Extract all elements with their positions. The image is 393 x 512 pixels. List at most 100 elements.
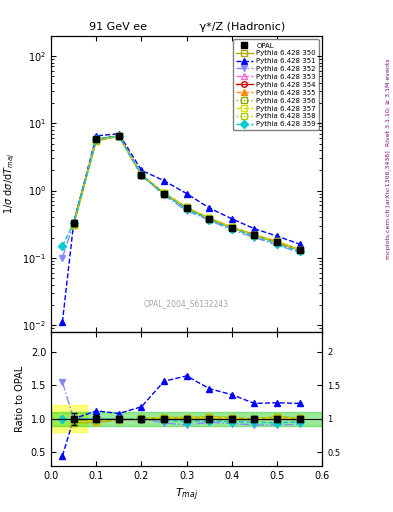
Pythia 6.428 355 [207, 216, 211, 222]
Pythia 6.428 359 [162, 191, 167, 197]
Pythia 6.428 356 [184, 205, 189, 211]
Pythia 6.428 355 [230, 225, 234, 231]
Pythia 6.428 356 [275, 239, 279, 245]
Pythia 6.428 356 [298, 247, 302, 253]
Pythia 6.428 358 [275, 239, 279, 245]
Line: Pythia 6.428 350: Pythia 6.428 350 [71, 134, 303, 252]
Y-axis label: 1/$\sigma$ d$\sigma$/d$T_{maj}$: 1/$\sigma$ d$\sigma$/d$T_{maj}$ [2, 153, 17, 215]
Pythia 6.428 352 [72, 220, 76, 226]
Line: Pythia 6.428 354: Pythia 6.428 354 [71, 133, 303, 253]
Pythia 6.428 351 [94, 133, 99, 139]
Bar [51, 406, 87, 432]
Pythia 6.428 356 [207, 216, 211, 222]
Pythia 6.428 359 [72, 220, 76, 226]
Pythia 6.428 351 [162, 178, 167, 184]
Pythia 6.428 357 [298, 247, 302, 253]
Pythia 6.428 352 [252, 234, 257, 241]
Pythia 6.428 350 [162, 190, 167, 196]
Pythia 6.428 351 [72, 220, 76, 226]
Pythia 6.428 350 [207, 215, 211, 221]
Pythia 6.428 353 [207, 216, 211, 222]
Pythia 6.428 359 [298, 248, 302, 254]
Pythia 6.428 351 [275, 233, 279, 239]
Pythia 6.428 355 [252, 231, 257, 238]
Pythia 6.428 354 [252, 231, 257, 238]
Line: Pythia 6.428 356: Pythia 6.428 356 [71, 133, 303, 253]
Pythia 6.428 359 [60, 243, 65, 249]
Y-axis label: Ratio to OPAL: Ratio to OPAL [15, 366, 25, 432]
Pythia 6.428 351 [139, 167, 144, 174]
Pythia 6.428 356 [94, 136, 99, 142]
Pythia 6.428 352 [139, 172, 144, 178]
Pythia 6.428 354 [116, 133, 121, 139]
Pythia 6.428 353 [72, 220, 76, 226]
Pythia 6.428 355 [162, 190, 167, 197]
Pythia 6.428 352 [275, 242, 279, 248]
Line: Pythia 6.428 359: Pythia 6.428 359 [60, 133, 303, 254]
Pythia 6.428 350 [72, 222, 76, 228]
Legend: OPAL, Pythia 6.428 350, Pythia 6.428 351, Pythia 6.428 352, Pythia 6.428 353, Py: OPAL, Pythia 6.428 350, Pythia 6.428 351… [233, 39, 319, 130]
Pythia 6.428 358 [230, 224, 234, 230]
Pythia 6.428 357 [230, 224, 234, 230]
Pythia 6.428 354 [162, 190, 167, 197]
Pythia 6.428 350 [252, 231, 257, 238]
Pythia 6.428 357 [184, 204, 189, 210]
Pythia 6.428 358 [139, 172, 144, 178]
Pythia 6.428 357 [207, 216, 211, 222]
Line: Pythia 6.428 352: Pythia 6.428 352 [60, 133, 303, 261]
Pythia 6.428 351 [298, 241, 302, 247]
Pythia 6.428 358 [116, 133, 121, 139]
Pythia 6.428 354 [94, 136, 99, 142]
Pythia 6.428 358 [252, 231, 257, 238]
Pythia 6.428 358 [298, 247, 302, 253]
Pythia 6.428 358 [72, 222, 76, 228]
Bar [51, 412, 322, 425]
Pythia 6.428 352 [94, 136, 99, 142]
Text: OPAL_2004_S6132243: OPAL_2004_S6132243 [144, 299, 229, 308]
Pythia 6.428 352 [230, 227, 234, 233]
Pythia 6.428 359 [207, 217, 211, 223]
Pythia 6.428 352 [184, 208, 189, 214]
Pythia 6.428 355 [72, 219, 76, 225]
Pythia 6.428 356 [230, 225, 234, 231]
Pythia 6.428 353 [275, 239, 279, 245]
Pythia 6.428 354 [72, 220, 76, 226]
Pythia 6.428 351 [184, 190, 189, 197]
Pythia 6.428 353 [116, 133, 121, 139]
Pythia 6.428 354 [275, 239, 279, 245]
Pythia 6.428 353 [94, 137, 99, 143]
Pythia 6.428 358 [94, 138, 99, 144]
Pythia 6.428 351 [60, 319, 65, 325]
Pythia 6.428 351 [116, 131, 121, 137]
Pythia 6.428 357 [94, 137, 99, 143]
Pythia 6.428 353 [184, 205, 189, 211]
Pythia 6.428 356 [116, 133, 121, 139]
Pythia 6.428 357 [275, 239, 279, 245]
Pythia 6.428 359 [139, 172, 144, 178]
Pythia 6.428 352 [162, 192, 167, 198]
Pythia 6.428 359 [94, 136, 99, 142]
Pythia 6.428 355 [184, 205, 189, 211]
Line: Pythia 6.428 358: Pythia 6.428 358 [71, 134, 303, 252]
Pythia 6.428 350 [275, 239, 279, 245]
Pythia 6.428 359 [116, 133, 121, 139]
Pythia 6.428 355 [298, 247, 302, 253]
Pythia 6.428 359 [184, 206, 189, 212]
Pythia 6.428 358 [184, 204, 189, 210]
Line: Pythia 6.428 353: Pythia 6.428 353 [71, 133, 303, 253]
Title: 91 GeV ee               γ*/Z (Hadronic): 91 GeV ee γ*/Z (Hadronic) [88, 23, 285, 32]
X-axis label: $T_{maj}$: $T_{maj}$ [175, 486, 198, 503]
Pythia 6.428 358 [162, 190, 167, 196]
Text: Rivet 3.1.10; ≥ 3.1M events: Rivet 3.1.10; ≥ 3.1M events [386, 58, 391, 146]
Pythia 6.428 350 [230, 224, 234, 230]
Pythia 6.428 351 [230, 216, 234, 222]
Pythia 6.428 356 [72, 221, 76, 227]
Pythia 6.428 355 [116, 133, 121, 139]
Pythia 6.428 350 [298, 247, 302, 253]
Pythia 6.428 355 [275, 239, 279, 245]
Pythia 6.428 350 [184, 204, 189, 210]
Pythia 6.428 353 [230, 225, 234, 231]
Pythia 6.428 355 [139, 172, 144, 178]
Pythia 6.428 352 [60, 254, 65, 261]
Pythia 6.428 355 [94, 137, 99, 143]
